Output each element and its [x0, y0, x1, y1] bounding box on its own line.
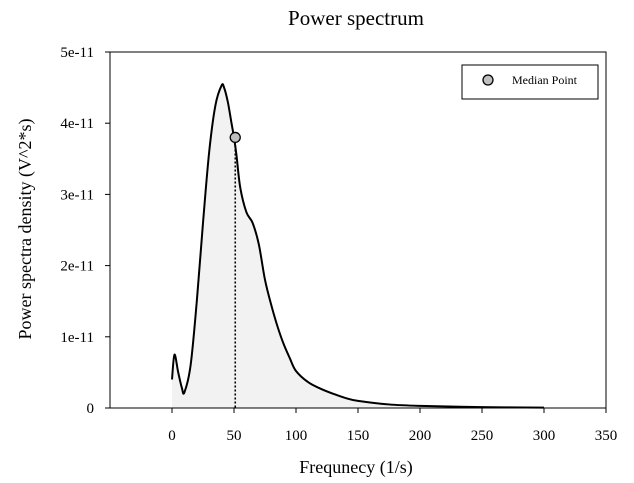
y-tick-label: 4e-11 — [60, 116, 94, 132]
spectrum-line — [171, 83, 545, 409]
y-tick-label: 0 — [87, 401, 95, 417]
median-point-marker — [229, 131, 241, 144]
legend: Median Point — [461, 64, 599, 100]
x-tick-label: 50 — [227, 428, 242, 444]
x-tick-label: 300 — [533, 428, 556, 444]
x-tick-label: 0 — [168, 428, 176, 444]
legend-marker — [482, 74, 494, 86]
plot-area — [109, 51, 607, 409]
x-tick-label: 200 — [409, 428, 432, 444]
chart-title: Power spectrum — [288, 6, 424, 30]
y-axis: 0 1e-11 2e-11 3e-11 4e-11 5e-11 — [60, 45, 110, 417]
y-tick-label: 3e-11 — [60, 187, 94, 203]
y-axis-label: Power spectra density (V^2*s) — [15, 119, 36, 340]
plot-frame — [109, 51, 607, 409]
y-tick-label: 1e-11 — [60, 330, 94, 346]
x-tick-label: 350 — [595, 428, 618, 444]
x-tick-label: 150 — [347, 428, 370, 444]
spectrum-area-fill — [172, 84, 544, 408]
x-axis: 0 50 100 150 200 250 300 350 — [168, 408, 617, 444]
x-tick-label: 100 — [285, 428, 308, 444]
x-axis-label: Frequnecy (1/s) — [299, 457, 412, 478]
legend-label: Median Point — [512, 73, 578, 87]
x-tick-label: 250 — [471, 428, 494, 444]
y-tick-label: 5e-11 — [60, 45, 94, 61]
y-tick-label: 2e-11 — [60, 259, 94, 275]
